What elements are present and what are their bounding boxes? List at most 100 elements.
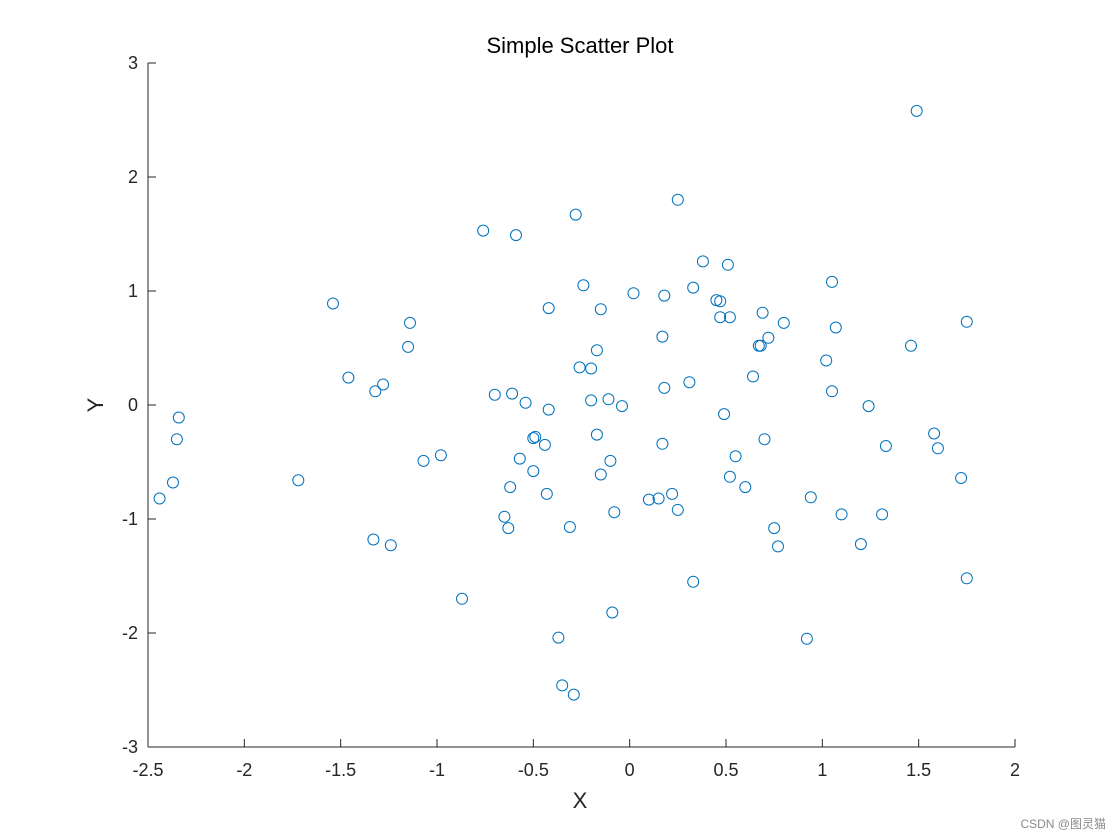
x-axis-label: X bbox=[573, 788, 588, 813]
scatter-point bbox=[658, 381, 671, 394]
scatter-point bbox=[714, 295, 727, 308]
y-tick-label: 0 bbox=[128, 395, 138, 415]
scatter-point bbox=[777, 316, 790, 329]
scatter-point bbox=[826, 385, 838, 398]
scatter-point bbox=[666, 487, 679, 500]
x-tick-label: -2 bbox=[236, 760, 252, 780]
scatter-point bbox=[826, 275, 838, 288]
scatter-point bbox=[768, 522, 781, 535]
scatter-point bbox=[292, 474, 305, 487]
scatter-point bbox=[960, 315, 973, 328]
scatter-point bbox=[602, 393, 615, 406]
scatter-point bbox=[477, 224, 490, 237]
scatter-point bbox=[754, 339, 767, 352]
x-tick-label: 1 bbox=[817, 760, 827, 780]
scatter-point bbox=[552, 631, 565, 644]
scatter-point bbox=[658, 289, 671, 302]
scatter-point bbox=[879, 440, 892, 452]
scatter-point bbox=[723, 311, 736, 324]
scatter-point bbox=[854, 538, 867, 551]
chart-title: Simple Scatter Plot bbox=[486, 33, 673, 58]
x-tick-label: 0 bbox=[625, 760, 635, 780]
scatter-point bbox=[519, 396, 532, 409]
watermark: CSDN @图灵猫 bbox=[1020, 817, 1106, 831]
scatter-point bbox=[384, 539, 397, 552]
scatter-point bbox=[513, 452, 526, 465]
scatter-point bbox=[585, 394, 598, 407]
scatter-point bbox=[762, 331, 775, 344]
y-tick-label: -2 bbox=[122, 623, 138, 643]
scatter-point bbox=[590, 344, 603, 357]
scatter-point bbox=[747, 370, 759, 383]
scatter-point bbox=[800, 632, 813, 645]
scatter-point bbox=[567, 688, 580, 701]
scatter-point bbox=[721, 258, 734, 271]
x-tick-label: -1 bbox=[429, 760, 445, 780]
scatter-point bbox=[456, 592, 468, 605]
scatter-point bbox=[604, 454, 617, 467]
x-tick-label: -1.5 bbox=[325, 760, 356, 780]
scatter-point bbox=[369, 385, 382, 398]
scatter-point bbox=[758, 433, 771, 446]
x-tick-label: -0.5 bbox=[518, 760, 549, 780]
scatter-point bbox=[627, 287, 640, 300]
scatter-point bbox=[905, 339, 917, 352]
x-tick-label: -2.5 bbox=[132, 760, 163, 780]
scatter-point bbox=[498, 510, 511, 523]
scatter-point bbox=[718, 408, 731, 421]
y-tick-label: 1 bbox=[128, 281, 138, 301]
scatter-point bbox=[606, 606, 619, 619]
y-tick-label: -3 bbox=[122, 737, 138, 757]
y-tick-label: -1 bbox=[122, 509, 138, 529]
scatter-point bbox=[569, 208, 582, 221]
scatter-point bbox=[504, 481, 517, 494]
scatter-point bbox=[170, 433, 183, 446]
x-tick-label: 1.5 bbox=[906, 760, 931, 780]
scatter-point bbox=[835, 508, 848, 521]
scatter-point bbox=[687, 281, 700, 294]
scatter-point bbox=[167, 476, 179, 489]
scatter-point bbox=[417, 454, 430, 467]
scatter-point bbox=[696, 255, 709, 268]
scatter-point bbox=[739, 481, 752, 494]
x-axis-ticks: -2.5 -2 -1.5 -1 -0.5 0 0.5 1 1.5 2 bbox=[132, 739, 1020, 780]
scatter-point bbox=[829, 321, 842, 334]
scatter-point bbox=[910, 104, 923, 117]
scatter-point bbox=[594, 468, 607, 481]
y-tick-label: 2 bbox=[128, 167, 138, 187]
scatter-point bbox=[556, 679, 569, 692]
scatter-point bbox=[756, 306, 769, 319]
scatter-point bbox=[573, 361, 586, 374]
scatter-point bbox=[563, 521, 576, 533]
scatter-point bbox=[527, 432, 540, 445]
scatter-point bbox=[172, 411, 185, 424]
scatter-point bbox=[542, 302, 555, 315]
scatter-point bbox=[327, 297, 339, 310]
x-tick-label: 0.5 bbox=[713, 760, 738, 780]
scatter-point bbox=[434, 449, 447, 462]
scatter-point bbox=[538, 438, 551, 451]
scatter-point bbox=[804, 491, 817, 504]
scatter-point bbox=[510, 229, 522, 242]
scatter-point bbox=[656, 330, 669, 343]
scatter-point bbox=[542, 403, 555, 416]
scatter-point bbox=[540, 487, 553, 500]
scatter-point bbox=[671, 193, 684, 206]
scatter-point bbox=[585, 362, 598, 375]
scatter-point bbox=[377, 378, 390, 391]
scatter-point bbox=[960, 572, 973, 585]
scatter-point bbox=[714, 311, 727, 324]
scatter-point bbox=[590, 428, 603, 441]
scatter-point bbox=[671, 503, 684, 516]
scatter-point bbox=[367, 533, 380, 546]
scatter-point bbox=[876, 508, 889, 521]
scatter-point bbox=[955, 472, 968, 484]
scatter-point bbox=[342, 371, 355, 384]
y-axis-label: Y bbox=[83, 397, 108, 412]
scatter-point bbox=[642, 493, 655, 506]
scatter-point bbox=[862, 400, 875, 413]
scatter-point bbox=[153, 492, 166, 505]
y-axis-ticks: -3 -2 -1 0 1 2 3 bbox=[122, 53, 156, 757]
scatter-point bbox=[608, 506, 621, 519]
scatter-point bbox=[683, 376, 696, 389]
